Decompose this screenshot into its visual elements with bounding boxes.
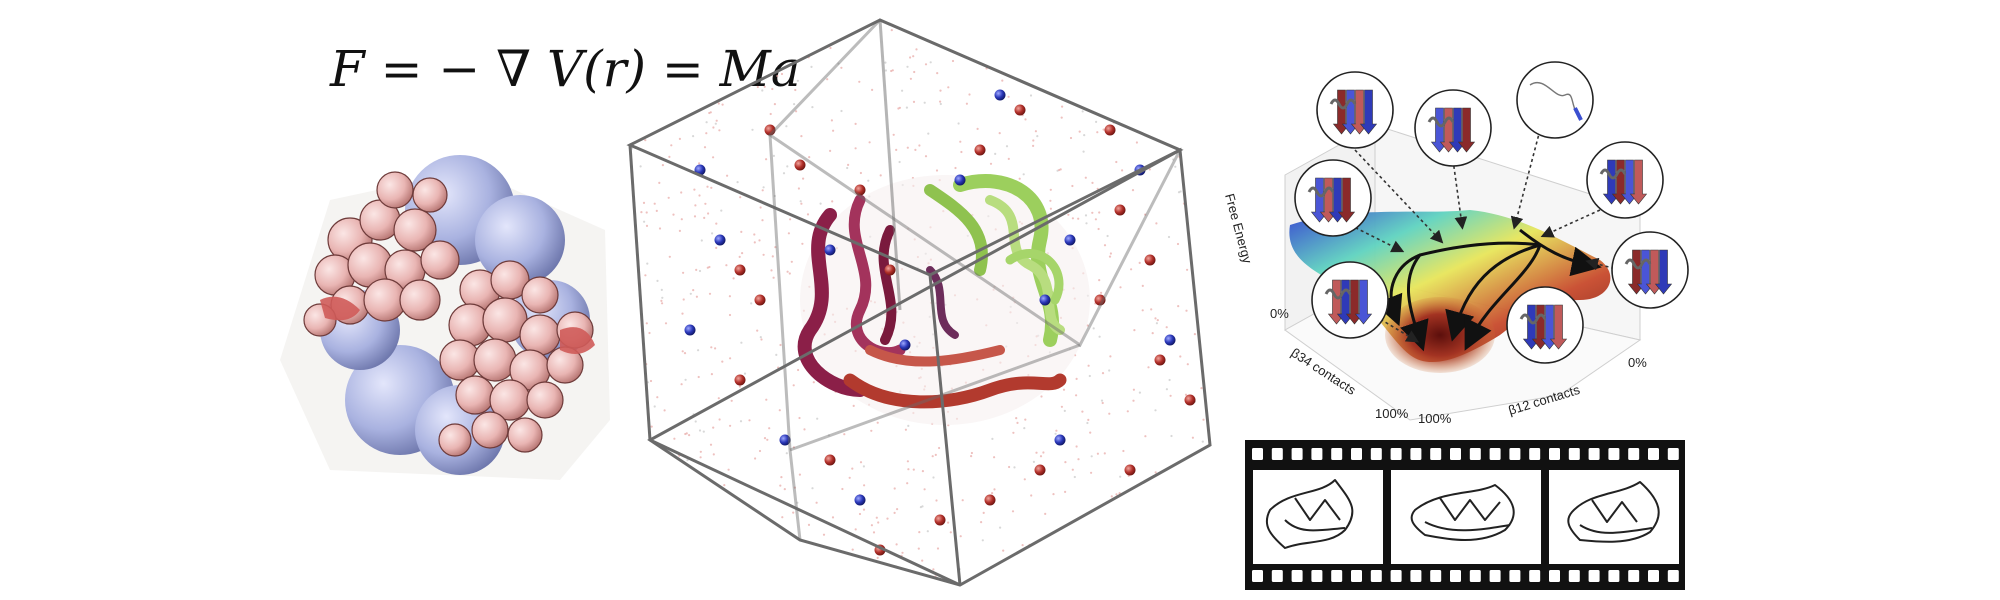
frame-2-protein — [1410, 484, 1515, 541]
frame-3-protein — [1567, 481, 1660, 543]
film-frame-2 — [1391, 470, 1541, 564]
simulation-box — [626, 18, 1212, 587]
conformation-snapshots — [1294, 61, 1689, 364]
conformation-snapshot — [1516, 61, 1594, 139]
film-strip — [1245, 440, 1685, 590]
film-sprocket-holes — [1252, 448, 1679, 582]
equation-title: F = − ∇ V(r) = Ma — [330, 40, 801, 98]
left-axis-end-label: 100% — [1375, 406, 1409, 421]
conformation-snapshot — [1294, 159, 1372, 237]
space-filling-protein-model — [280, 155, 610, 480]
frame-1-protein — [1265, 479, 1354, 549]
conformation-snapshot — [1311, 261, 1389, 339]
conformation-snapshot — [1316, 71, 1394, 149]
film-frame-1 — [1253, 470, 1383, 564]
right-axis-end-label: 0% — [1628, 355, 1647, 370]
left-axis-start-label: 0% — [1270, 306, 1289, 321]
conformation-snapshot — [1611, 231, 1689, 309]
right-axis-start-label: 100% — [1418, 411, 1452, 426]
conformation-snapshot — [1506, 286, 1584, 364]
conformation-snapshot — [1414, 89, 1492, 167]
free-energy-landscape: Free Energy 0% 100% β34 contacts 100% 0%… — [1222, 61, 1689, 426]
free-energy-axis-label: Free Energy — [1222, 192, 1255, 265]
periodic-box-edges — [626, 18, 1212, 587]
conformation-snapshot — [1586, 141, 1664, 219]
